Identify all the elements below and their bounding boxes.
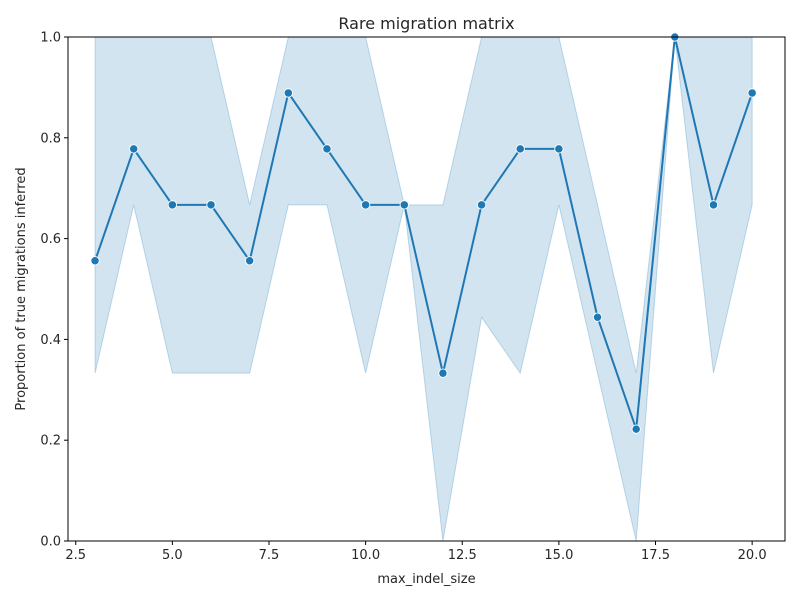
data-point — [360, 200, 371, 210]
x-axis-title: max_indel_size — [377, 572, 475, 587]
y-axis-ticks: 0.0 0.2 0.4 0.6 0.8 1.0 — [40, 31, 68, 550]
data-point — [592, 312, 603, 322]
data-point — [515, 144, 525, 154]
markers-layer — [90, 32, 757, 434]
x-tick-label: 20.0 — [738, 548, 767, 563]
data-point — [245, 256, 255, 266]
chart-title: Rare migration matrix — [338, 14, 514, 33]
data-point — [631, 424, 641, 434]
y-axis-title: Proportion of true migrations inferred — [14, 167, 29, 410]
x-tick-label: 15.0 — [544, 548, 573, 563]
y-tick-label: 0.2 — [40, 434, 61, 449]
data-point — [129, 144, 139, 154]
series-line — [94, 36, 754, 431]
y-tick-label: 0.6 — [40, 232, 61, 247]
data-point — [167, 200, 178, 210]
data-point — [283, 88, 293, 98]
data-point — [90, 256, 100, 266]
x-tick-label: 2.5 — [65, 548, 86, 563]
plot-frame — [67, 36, 786, 542]
y-tick-label: 0.8 — [40, 131, 61, 146]
data-point — [438, 368, 448, 378]
x-tick-label: 12.5 — [448, 548, 477, 563]
series-line-layer — [94, 36, 754, 431]
x-tick-label: 10.0 — [351, 548, 380, 563]
y-tick-label: 1.0 — [40, 31, 61, 46]
y-tick-label: 0.0 — [40, 535, 61, 550]
x-tick-label: 5.0 — [162, 548, 183, 563]
x-tick-label: 17.5 — [641, 548, 670, 563]
data-point — [747, 88, 757, 98]
data-point — [399, 200, 409, 210]
data-point — [708, 200, 719, 210]
data-point — [554, 144, 564, 154]
data-point — [476, 200, 487, 210]
data-point — [206, 200, 216, 210]
data-point — [322, 144, 332, 154]
x-tick-label: 7.5 — [259, 548, 280, 563]
x-axis-ticks: 2.5 5.0 7.5 10.0 12.5 15.0 17.5 20.0 — [65, 541, 767, 563]
y-tick-label: 0.4 — [40, 333, 61, 348]
